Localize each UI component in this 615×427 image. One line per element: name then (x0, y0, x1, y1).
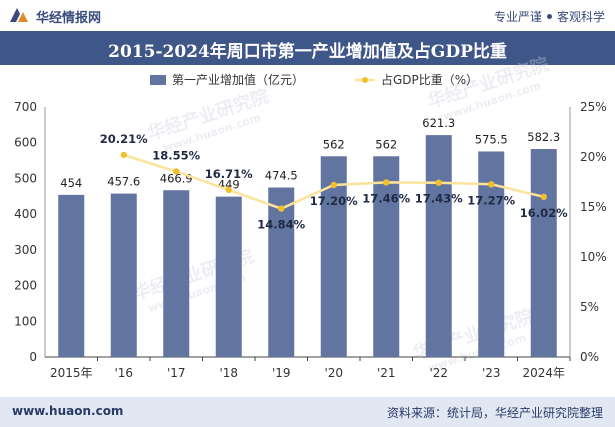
y-right-tick-label: 15% (580, 200, 607, 214)
bar-value-label: 562 (375, 137, 397, 151)
bar (425, 135, 452, 357)
bar-value-label: 562 (323, 137, 345, 151)
brand-logo-icon (10, 8, 28, 22)
y-left-tick-label: 100 (14, 314, 37, 328)
tagline-right: 客观科学 (556, 10, 605, 24)
y-right-tick-label: 0% (580, 350, 599, 364)
y-right-tick-label: 5% (580, 300, 599, 314)
footer-url: www.huaon.com (12, 404, 124, 418)
tagline-separator-dot (546, 14, 552, 19)
gdp-share-point (173, 168, 180, 175)
gdp-share-point (488, 181, 495, 188)
x-tick-label: 2015年 (50, 366, 93, 380)
bar-value-label: 454 (60, 176, 82, 190)
legend-label-bar: 第一产业增加值（亿元） (172, 72, 304, 87)
y-left-tick-label: 0 (29, 350, 37, 364)
gdp-share-label: 14.84% (257, 218, 305, 232)
y-left-tick-label: 400 (14, 207, 37, 221)
bar-value-label: 474.5 (265, 169, 298, 183)
bar-value-label: 575.5 (475, 132, 508, 146)
bar-value-label: 457.6 (107, 175, 140, 189)
x-tick-label: '18 (219, 366, 238, 380)
gdp-share-label: 17.20% (310, 194, 358, 208)
bar (268, 187, 295, 357)
tagline-left: 专业严谨 (493, 10, 542, 24)
footer-bar: www.huaon.com 资料来源：统计局，华经产业研究院整理 (0, 397, 615, 427)
title-bar: 2015-2024年周口市第一产业增加值及占GDP比重 (0, 31, 615, 65)
x-tick-label: 2024年 (522, 366, 565, 380)
gdp-share-label: 18.55% (152, 149, 200, 163)
y-left-tick-label: 600 (14, 136, 37, 150)
x-tick-label: '20 (324, 366, 343, 380)
y-left-tick-label: 200 (14, 279, 37, 293)
bar (373, 156, 400, 357)
y-left-tick-label: 700 (14, 100, 37, 114)
bar (163, 190, 190, 357)
gdp-share-point (330, 181, 337, 189)
chart-title: 2015-2024年周口市第一产业增加值及占GDP比重 (108, 42, 507, 62)
gdp-share-label: 16.02% (520, 206, 568, 220)
brand-name: 华经情报网 (36, 11, 102, 26)
gdp-share-point (383, 179, 390, 186)
bar (530, 149, 557, 357)
x-tick-label: '23 (482, 366, 501, 380)
y-right-tick-label: 25% (580, 100, 607, 114)
gdp-share-point (120, 151, 127, 159)
gdp-share-label: 20.21% (100, 132, 148, 146)
x-tick-label: '17 (167, 366, 186, 380)
legend-label-line: 占GDP比重（%） (381, 72, 478, 87)
x-tick-label: '21 (377, 366, 396, 380)
y-left-tick-label: 500 (14, 171, 37, 185)
bar-value-label: 582.3 (527, 130, 560, 144)
gdp-share-label: 17.46% (362, 191, 410, 205)
x-tick-label: '22 (429, 366, 448, 380)
y-left-tick-label: 300 (14, 243, 37, 257)
tagline: 专业严谨 客观科学 (494, 8, 605, 25)
legend-swatch-marker (362, 77, 368, 83)
gdp-share-point (225, 186, 232, 194)
bar (110, 193, 137, 357)
bar (215, 196, 242, 357)
x-tick-label: '19 (272, 366, 291, 380)
gdp-share-point (278, 205, 285, 212)
gdp-share-point (540, 193, 547, 200)
x-tick-label: '16 (114, 366, 133, 380)
top-bar: 华经情报网 专业严谨 客观科学 (0, 0, 615, 30)
gdp-share-label: 16.71% (205, 167, 253, 181)
bar-value-label: 621.3 (422, 116, 455, 130)
legend-swatch-bar (150, 75, 166, 85)
gdp-share-label: 17.27% (467, 193, 515, 207)
bar (58, 194, 85, 357)
source-note: 资料来源：统计局，华经产业研究院整理 (386, 406, 603, 420)
gdp-share-point (435, 179, 442, 186)
y-right-tick-label: 10% (580, 250, 607, 264)
y-right-tick-label: 20% (580, 150, 607, 164)
gdp-share-label: 17.43% (415, 192, 463, 206)
